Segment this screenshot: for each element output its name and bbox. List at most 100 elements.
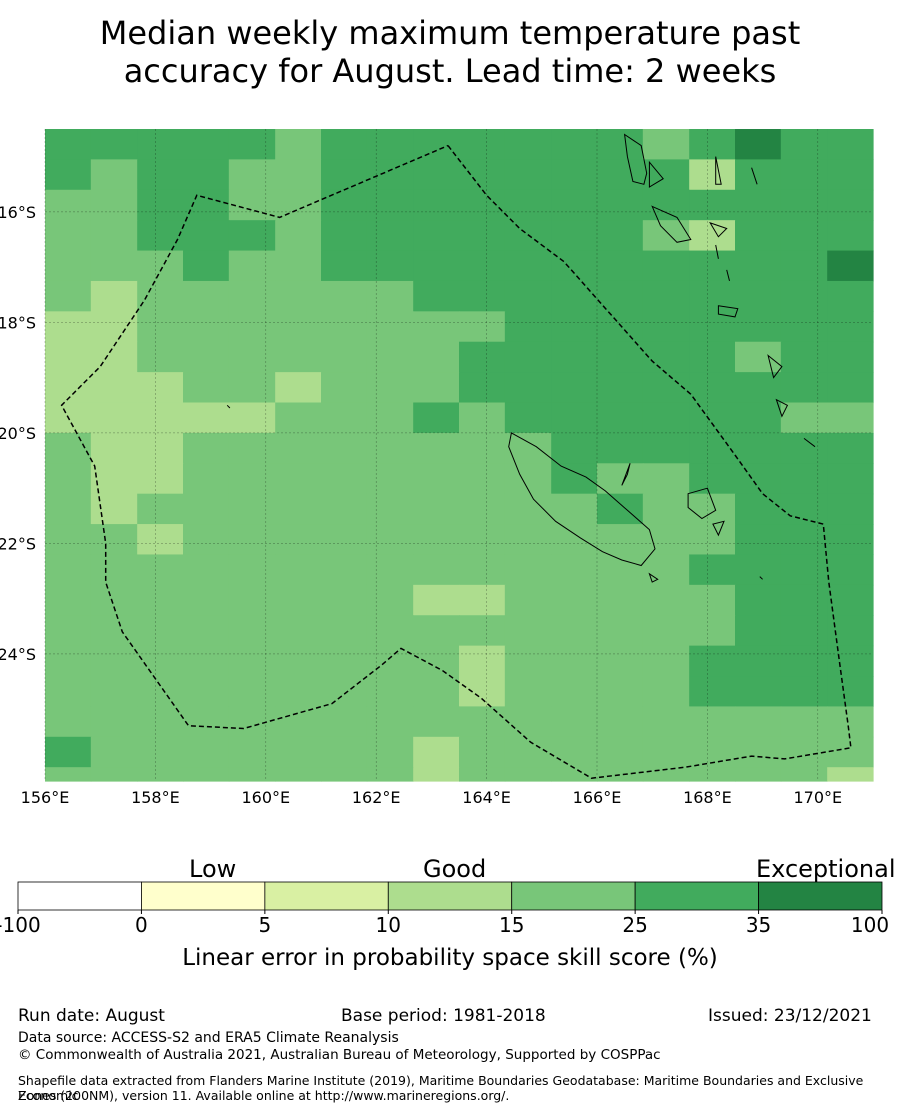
skill-cell: [183, 280, 230, 312]
skill-cell: [137, 706, 184, 738]
skill-cell: [45, 767, 92, 782]
skill-cell: [597, 524, 644, 556]
skill-cell: [504, 524, 552, 556]
skill-cell: [366, 554, 414, 586]
skill-cell: [459, 524, 506, 556]
skill-cell: [504, 493, 552, 525]
skill-cell: [45, 280, 92, 312]
skill-cell: [413, 645, 460, 677]
skill-cell: [597, 189, 644, 221]
island-outline: [648, 572, 659, 583]
skill-cell: [504, 554, 552, 586]
skill-cell: [504, 189, 552, 221]
island-outline: [751, 167, 758, 185]
skill-cell: [321, 311, 368, 343]
skill-cell: [597, 311, 644, 343]
skill-cell: [321, 432, 368, 464]
skill-cell: [780, 615, 828, 647]
skill-cell: [827, 189, 874, 221]
skill-cell: [90, 372, 138, 404]
skill-cell: [321, 402, 368, 434]
lat-label: 20°S: [0, 424, 36, 443]
skill-cell: [90, 189, 138, 221]
skill-cell: [689, 554, 736, 586]
skill-cell: [228, 615, 276, 647]
skill-cell: [597, 402, 644, 434]
skill-cell: [459, 189, 506, 221]
lat-label: 24°S: [0, 645, 36, 664]
skill-cell: [459, 615, 506, 647]
skill-cell: [275, 493, 322, 525]
skill-cell: [459, 129, 506, 160]
skill-cell: [551, 736, 598, 768]
island-outline: [226, 404, 231, 409]
colorbar-segment: [387, 881, 513, 911]
skill-cell: [827, 463, 874, 495]
skill-cell: [642, 159, 690, 191]
skill-cell: [90, 493, 138, 525]
skill-cell: [228, 129, 276, 160]
skill-cell: [735, 645, 782, 677]
skill-cell: [735, 311, 782, 343]
colorbar-segment: [264, 881, 389, 911]
skill-cell: [689, 493, 736, 525]
skill-cell: [551, 341, 598, 373]
skill-cell: [597, 372, 644, 404]
skill-cell: [90, 311, 138, 343]
colorbar-segment: [511, 881, 636, 911]
skill-cell: [780, 767, 828, 782]
lon-label: 166°E: [573, 788, 622, 807]
skill-cell: [228, 189, 276, 221]
skill-cell: [137, 280, 184, 312]
legend-exceptional-label: Exceptional: [756, 855, 896, 883]
skill-cell: [321, 250, 368, 282]
skill-cell: [321, 706, 368, 738]
skill-cell: [689, 311, 736, 343]
colorbar-segment: [17, 881, 142, 911]
skill-cell: [137, 493, 184, 525]
skill-cell: [504, 584, 552, 616]
skill-cell: [827, 676, 874, 708]
skill-cell: [459, 341, 506, 373]
skill-cell: [366, 767, 414, 782]
skill-cell: [597, 220, 644, 252]
skill-cell: [45, 341, 92, 373]
lat-label: 18°S: [0, 313, 36, 332]
skill-cell: [183, 554, 230, 586]
skill-cell: [321, 615, 368, 647]
skill-cell: [90, 584, 138, 616]
skill-cell: [827, 280, 874, 312]
skill-cell: [597, 767, 644, 782]
skill-cell: [275, 250, 322, 282]
lat-label: 22°S: [0, 534, 36, 553]
skill-cell: [275, 159, 322, 191]
skill-cell: [642, 402, 690, 434]
skill-cell: [228, 524, 276, 556]
skill-cell: [413, 584, 460, 616]
skill-cell: [642, 524, 690, 556]
skill-cell: [827, 493, 874, 525]
skill-cell: [228, 706, 276, 738]
skill-cell: [597, 676, 644, 708]
colorbar-segment: [141, 881, 266, 911]
skill-cell: [642, 189, 690, 221]
skill-cell: [504, 341, 552, 373]
skill-cell: [780, 524, 828, 556]
skill-cell: [459, 706, 506, 738]
skill-cell: [275, 189, 322, 221]
skill-cell: [275, 584, 322, 616]
skill-cell: [827, 159, 874, 191]
skill-cell: [459, 584, 506, 616]
skill-cell: [780, 341, 828, 373]
skill-cell: [597, 706, 644, 738]
skill-cell: [275, 736, 322, 768]
skill-cell: [780, 676, 828, 708]
skill-cell: [90, 524, 138, 556]
skill-cell: [321, 341, 368, 373]
skill-cell: [504, 676, 552, 708]
skill-cell: [90, 402, 138, 434]
skill-cell: [137, 645, 184, 677]
skill-cell: [413, 341, 460, 373]
skill-cell: [735, 220, 782, 252]
skill-cell: [228, 432, 276, 464]
